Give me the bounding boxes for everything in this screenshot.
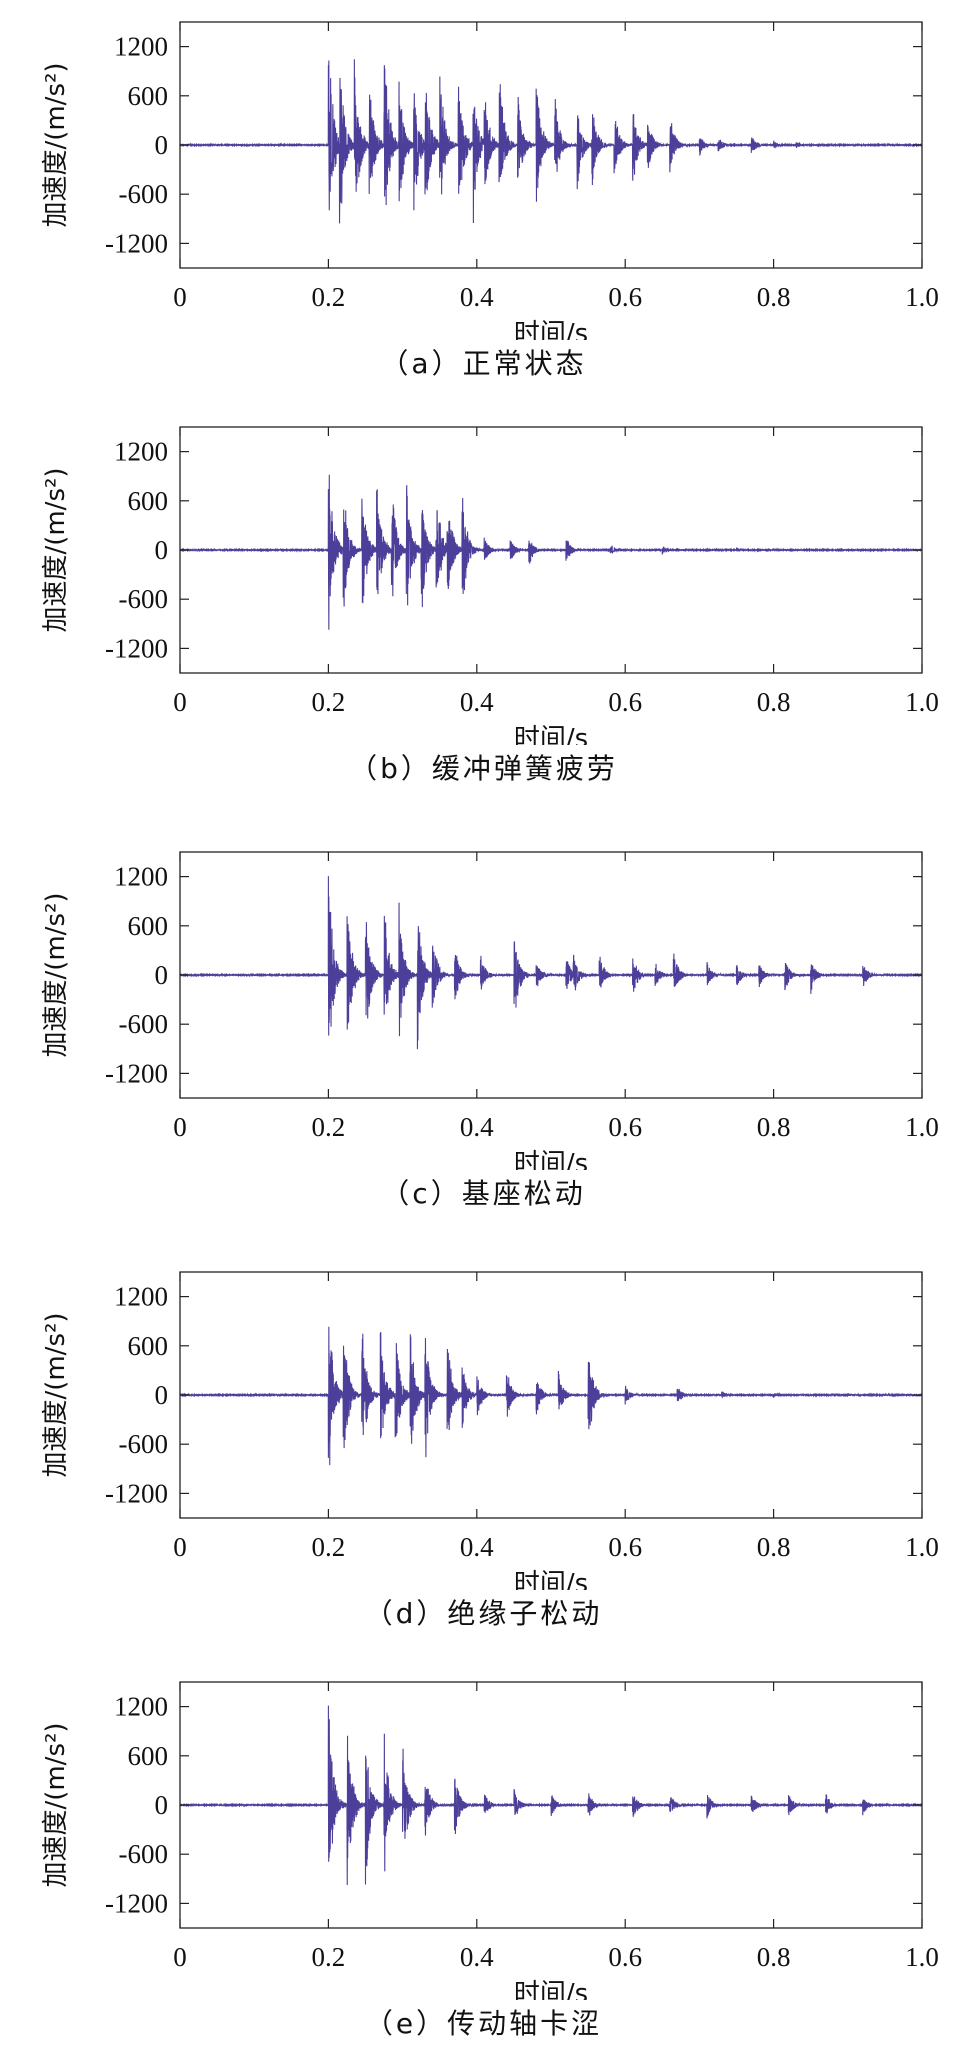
panel-caption: （c）基座松动	[381, 1177, 586, 1210]
chart-panel-b: 1200 600 0 -600 -1200 0 0.2 0.4 0.6 0.8 1.0 时间/s 加速度…	[0, 405, 967, 810]
panel-caption: （d）绝缘子松动	[364, 1597, 603, 1630]
x-axis-label: 时间/s	[514, 724, 588, 745]
x-tick-label: 0.2	[312, 1942, 346, 1972]
chart-panel-c: 1200 600 0 -600 -1200 0 0.2 0.4 0.6 0.8 1.0 时间/s 加速度…	[0, 830, 967, 1235]
y-tick-label: 600	[128, 1331, 169, 1361]
x-tick-label: 0	[173, 282, 187, 312]
y-tick-label: 0	[155, 535, 169, 565]
y-tick-label: -600	[119, 1009, 169, 1039]
x-tick-label: 0.4	[460, 1942, 494, 1972]
y-tick-label: -1200	[105, 228, 168, 258]
y-axis-label: 加速度/(m/s²)	[41, 62, 71, 227]
x-tick-label: 0.2	[312, 1112, 346, 1142]
y-tick-label: -1200	[105, 1888, 168, 1918]
signal-series-line	[179, 474, 923, 630]
x-tick-label: 0.6	[608, 1112, 642, 1142]
y-tick-label: 600	[128, 81, 169, 111]
y-axis-label: 加速度/(m/s²)	[41, 892, 71, 1057]
y-tick-label: 0	[155, 960, 169, 990]
y-tick-label: -600	[119, 179, 169, 209]
signal-series-line	[179, 876, 923, 1050]
x-tick-label: 1.0	[905, 1532, 939, 1562]
x-tick-label: 0	[173, 1112, 187, 1142]
x-tick-label: 1.0	[905, 687, 939, 717]
x-tick-label: 1.0	[905, 282, 939, 312]
x-tick-label: 0.4	[460, 687, 494, 717]
x-tick-label: 0.2	[312, 687, 346, 717]
y-axis-label: 加速度/(m/s²)	[41, 1722, 71, 1887]
y-tick-label: 1200	[114, 32, 168, 62]
chart-panel-d: 1200 600 0 -600 -1200 0 0.2 0.4 0.6 0.8 1.0 时间/s 加速度…	[0, 1250, 967, 1655]
chart-panel-a: 1200 600 0 -600 -1200 0 0.2 0.4 0.6 0.8 1.0 时间/s 加速度…	[0, 0, 967, 405]
panel-caption: （a）正常状态	[380, 347, 587, 380]
x-axis-label: 时间/s	[514, 1979, 588, 2000]
signal-series-line	[179, 1705, 923, 1885]
x-tick-label: 0.6	[608, 1532, 642, 1562]
y-tick-label: -1200	[105, 633, 168, 663]
y-tick-label: 1200	[114, 862, 168, 892]
signal-series-line	[179, 1326, 923, 1466]
y-tick-label: 1200	[114, 1692, 168, 1722]
x-tick-label: 0	[173, 1532, 187, 1562]
x-tick-label: 0.6	[608, 687, 642, 717]
y-axis-label: 加速度/(m/s²)	[41, 467, 71, 632]
x-tick-label: 0.6	[608, 282, 642, 312]
x-tick-label: 0.8	[757, 1532, 791, 1562]
x-tick-label: 0.2	[312, 1532, 346, 1562]
x-tick-label: 1.0	[905, 1942, 939, 1972]
x-tick-label: 1.0	[905, 1112, 939, 1142]
x-axis-label: 时间/s	[514, 319, 588, 340]
x-tick-label: 0.4	[460, 1112, 494, 1142]
y-tick-label: -600	[119, 1429, 169, 1459]
x-axis-label: 时间/s	[514, 1149, 588, 1170]
y-tick-label: 1200	[114, 437, 168, 467]
chart-panel-e: 1200 600 0 -600 -1200 0 0.2 0.4 0.6 0.8 1.0 时间/s 加速度…	[0, 1660, 967, 2065]
y-tick-label: 0	[155, 1790, 169, 1820]
x-tick-label: 0	[173, 1942, 187, 1972]
y-tick-label: 0	[155, 130, 169, 160]
x-tick-label: 0.4	[460, 282, 494, 312]
y-axis-label: 加速度/(m/s²)	[41, 1312, 71, 1477]
x-tick-label: 0.8	[757, 1942, 791, 1972]
panel-caption: （e）传动轴卡涩	[364, 2007, 603, 2040]
y-tick-label: 600	[128, 911, 169, 941]
signal-series-line	[179, 59, 923, 224]
y-tick-label: -1200	[105, 1478, 168, 1508]
x-tick-label: 0.4	[460, 1532, 494, 1562]
y-tick-label: -600	[119, 584, 169, 614]
y-tick-label: -600	[119, 1839, 169, 1869]
x-tick-label: 0.8	[757, 1112, 791, 1142]
y-tick-label: 600	[128, 486, 169, 516]
x-tick-label: 0.8	[757, 282, 791, 312]
panel-caption: （b）缓冲弹簧疲劳	[349, 752, 618, 785]
y-tick-label: -1200	[105, 1058, 168, 1088]
x-tick-label: 0	[173, 687, 187, 717]
y-tick-label: 1200	[114, 1282, 168, 1312]
y-tick-label: 600	[128, 1741, 169, 1771]
x-tick-label: 0.2	[312, 282, 346, 312]
y-tick-label: 0	[155, 1380, 169, 1410]
x-tick-label: 0.6	[608, 1942, 642, 1972]
x-axis-label: 时间/s	[514, 1569, 588, 1590]
x-tick-label: 0.8	[757, 687, 791, 717]
